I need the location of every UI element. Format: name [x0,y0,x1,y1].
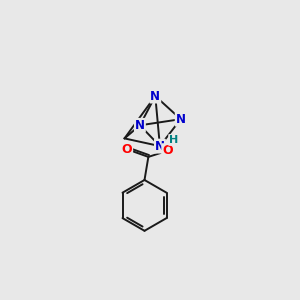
Text: N: N [150,90,160,103]
Text: O: O [162,144,173,157]
Text: N: N [155,140,165,153]
Text: O: O [122,143,132,156]
Text: H: H [169,135,178,145]
Text: N: N [176,113,186,126]
Text: N: N [135,119,145,132]
